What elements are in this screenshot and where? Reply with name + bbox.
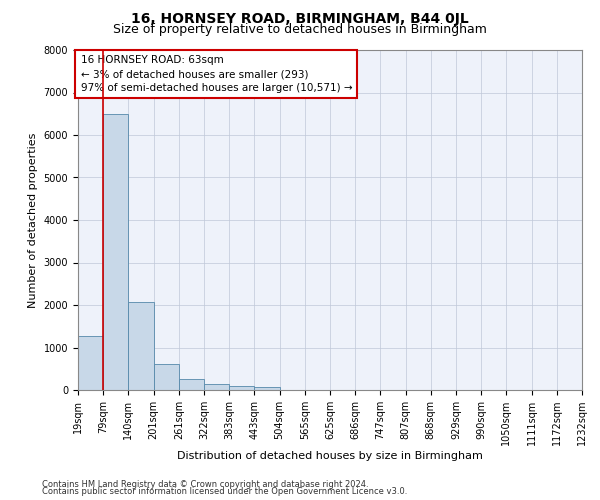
Bar	[179, 379, 204, 390]
Bar	[254, 386, 280, 390]
Text: 16, HORNSEY ROAD, BIRMINGHAM, B44 0JL: 16, HORNSEY ROAD, BIRMINGHAM, B44 0JL	[131, 12, 469, 26]
Bar	[128, 302, 154, 390]
Text: Size of property relative to detached houses in Birmingham: Size of property relative to detached ho…	[113, 22, 487, 36]
Text: 16 HORNSEY ROAD: 63sqm
← 3% of detached houses are smaller (293)
97% of semi-det: 16 HORNSEY ROAD: 63sqm ← 3% of detached …	[80, 55, 352, 93]
Text: Contains public sector information licensed under the Open Government Licence v3: Contains public sector information licen…	[42, 487, 407, 496]
Bar	[103, 114, 128, 390]
Bar	[229, 386, 254, 390]
Text: Contains HM Land Registry data © Crown copyright and database right 2024.: Contains HM Land Registry data © Crown c…	[42, 480, 368, 489]
X-axis label: Distribution of detached houses by size in Birmingham: Distribution of detached houses by size …	[177, 451, 483, 461]
Bar	[154, 364, 179, 390]
Bar	[78, 336, 103, 390]
Y-axis label: Number of detached properties: Number of detached properties	[28, 132, 38, 308]
Bar	[204, 384, 229, 390]
